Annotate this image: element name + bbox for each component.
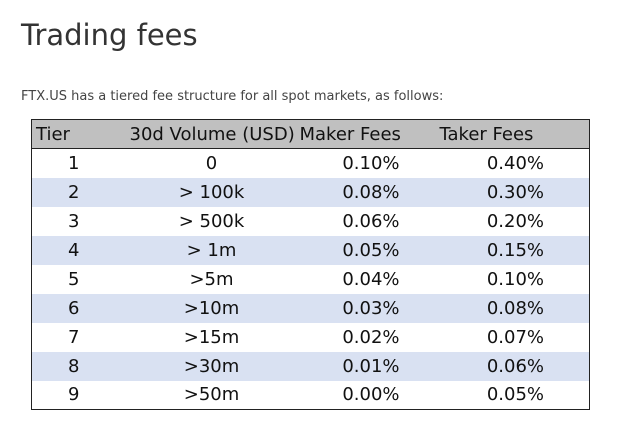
tier-cell: 8 bbox=[31, 351, 124, 381]
taker-fee-cell: 0.15% bbox=[439, 235, 590, 265]
volume-cell: >15m bbox=[183, 326, 240, 348]
page-title: Trading fees bbox=[21, 18, 198, 52]
tier-cell: 3 bbox=[68, 210, 80, 232]
maker-fee-cell: 0.00% bbox=[342, 384, 400, 406]
table-row: 9 >50m 0.00% 0.05% bbox=[32, 381, 590, 410]
taker-fee-cell: 0.40% bbox=[486, 152, 544, 174]
taker-fee-cell: 0.10% bbox=[486, 268, 544, 290]
fee-table: Tier 30d Volume (USD) Maker Fees Taker F… bbox=[31, 119, 590, 410]
maker-fee-cell: 0.05% bbox=[299, 235, 440, 265]
tier-cell: 6 bbox=[31, 293, 124, 323]
header-taker-fees: Taker Fees bbox=[439, 119, 590, 149]
tier-cell: 1 bbox=[68, 152, 80, 174]
table-row: 6 >10m 0.03% 0.08% bbox=[31, 293, 590, 323]
intro-text: FTX.US has a tiered fee structure for al… bbox=[21, 89, 444, 104]
table-row: 4 > 1m 0.05% 0.15% bbox=[31, 235, 590, 265]
table-row: 2 > 100k 0.08% 0.30% bbox=[31, 177, 590, 207]
maker-fee-cell: 0.04% bbox=[342, 268, 400, 290]
table-body: 1 0 0.10% 0.40% 2 > 100k 0.08% 0.30% 3 > 500k 0.06… bbox=[31, 149, 590, 410]
table-header-row: Tier 30d Volume (USD) Maker Fees Taker F… bbox=[31, 119, 590, 149]
taker-fee-cell: 0.05% bbox=[486, 384, 544, 406]
tier-cell: 4 bbox=[31, 235, 124, 265]
maker-fee-cell: 0.01% bbox=[299, 351, 440, 381]
volume-cell: >30m bbox=[123, 351, 300, 381]
taker-fee-cell: 0.30% bbox=[439, 177, 590, 207]
header-tier: Tier bbox=[31, 119, 124, 149]
table-row: 3 > 500k 0.06% 0.20% bbox=[32, 207, 590, 236]
volume-cell: > 1m bbox=[123, 235, 300, 265]
volume-cell: >5m bbox=[189, 268, 234, 290]
taker-fee-cell: 0.20% bbox=[486, 210, 544, 232]
volume-cell: >50m bbox=[183, 384, 240, 406]
tier-cell: 5 bbox=[68, 268, 80, 290]
table-row: 8 >30m 0.01% 0.06% bbox=[31, 351, 590, 381]
tier-cell: 7 bbox=[68, 326, 80, 348]
maker-fee-cell: 0.06% bbox=[342, 210, 400, 232]
volume-cell: 0 bbox=[205, 152, 218, 174]
taker-fee-cell: 0.06% bbox=[439, 351, 590, 381]
header-maker-fees: Maker Fees bbox=[299, 119, 440, 149]
volume-cell: >10m bbox=[123, 293, 300, 323]
header-volume: 30d Volume (USD) bbox=[123, 119, 300, 149]
taker-fee-cell: 0.07% bbox=[486, 326, 544, 348]
maker-fee-cell: 0.03% bbox=[299, 293, 440, 323]
volume-cell: > 100k bbox=[123, 177, 300, 207]
maker-fee-cell: 0.10% bbox=[342, 152, 400, 174]
tier-cell: 2 bbox=[31, 177, 124, 207]
tier-cell: 9 bbox=[68, 384, 80, 406]
table-row: 7 >15m 0.02% 0.07% bbox=[32, 323, 590, 352]
maker-fee-cell: 0.02% bbox=[342, 326, 400, 348]
taker-fee-cell: 0.08% bbox=[439, 293, 590, 323]
volume-cell: > 500k bbox=[178, 210, 245, 232]
maker-fee-cell: 0.08% bbox=[299, 177, 440, 207]
table-row: 5 >5m 0.04% 0.10% bbox=[32, 265, 590, 294]
table-row: 1 0 0.10% 0.40% bbox=[32, 149, 590, 178]
